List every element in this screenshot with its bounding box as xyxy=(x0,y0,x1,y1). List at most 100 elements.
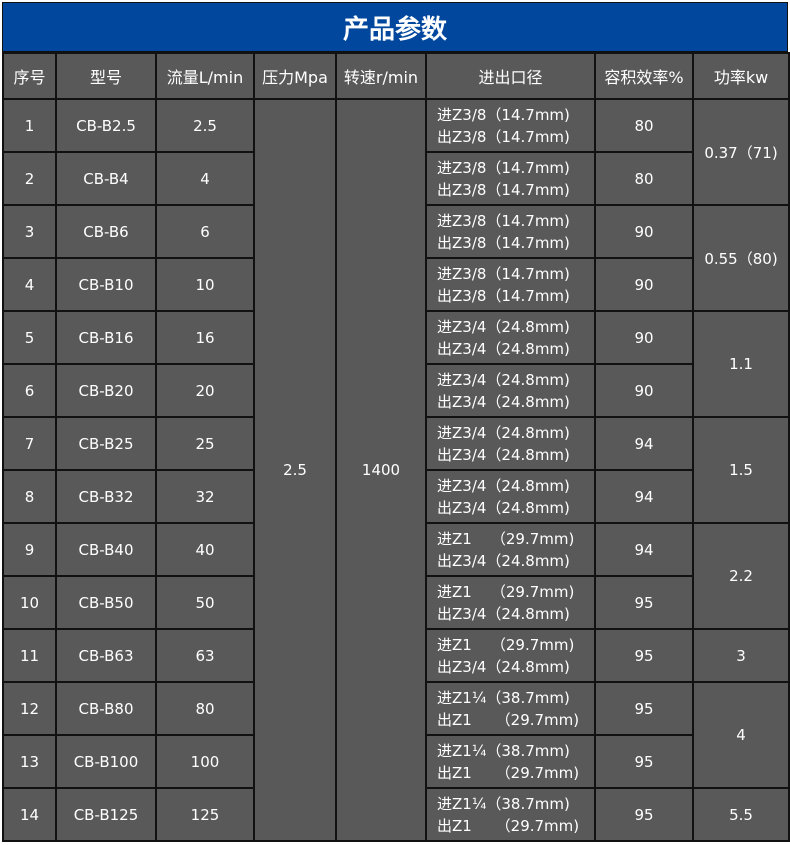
cell-no: 3 xyxy=(2,204,57,259)
cell-model: CB-B63 xyxy=(55,628,157,683)
table-row: 6 CB-B20 20 进Z3/4（24.8mm) 出Z3/4（24.8mm) 90 xyxy=(2,363,789,418)
cell-power: 1.1 xyxy=(692,310,790,418)
port-inlet: 进Z1 （29.7mm) xyxy=(437,529,575,548)
cell-port: 进Z3/8（14.7mm) 出Z3/8（14.7mm) xyxy=(425,151,596,206)
cell-flow: 6 xyxy=(155,204,255,259)
cell-efficiency: 95 xyxy=(594,734,694,789)
header-col-port: 进出口径 xyxy=(425,52,596,100)
port-outlet: 出Z3/4（24.8mm) xyxy=(437,498,570,517)
port-outlet: 出Z3/4（24.8mm) xyxy=(437,392,570,411)
cell-flow: 40 xyxy=(155,522,255,577)
cell-power: 1.5 xyxy=(692,416,790,524)
port-outlet: 出Z3/8（14.7mm) xyxy=(437,286,570,305)
cell-model: CB-B32 xyxy=(55,469,157,524)
cell-no: 11 xyxy=(2,628,57,683)
cell-power: 0.55（80) xyxy=(692,204,790,312)
cell-model: CB-B16 xyxy=(55,310,157,365)
header-col-model: 型号 xyxy=(55,52,157,100)
header-col-flow: 流量L/min xyxy=(155,52,255,100)
header-col-pressure: 压力Mpa xyxy=(253,52,337,100)
port-inlet: 进Z3/4（24.8mm) xyxy=(437,423,570,442)
cell-port: 进Z1¼（38.7mm) 出Z1 （29.7mm) xyxy=(425,787,596,842)
port-outlet: 出Z1 （29.7mm) xyxy=(437,710,580,729)
cell-port: 进Z1 （29.7mm) 出Z3/4（24.8mm) xyxy=(425,522,596,577)
cell-efficiency: 94 xyxy=(594,416,694,471)
cell-efficiency: 80 xyxy=(594,98,694,153)
port-outlet: 出Z3/4（24.8mm) xyxy=(437,604,570,623)
cell-model: CB-B100 xyxy=(55,734,157,789)
cell-model: CB-B40 xyxy=(55,522,157,577)
table-row: 9 CB-B40 40 进Z1 （29.7mm) 出Z3/4（24.8mm) 94 2.2 xyxy=(2,522,790,630)
cell-model: CB-B6 xyxy=(55,204,157,259)
cell-efficiency: 95 xyxy=(594,787,694,842)
port-inlet: 进Z1 （29.7mm) xyxy=(437,635,575,654)
header-col-power: 功率kw xyxy=(692,52,790,100)
table-row: 7 CB-B25 25 进Z3/4（24.8mm) 出Z3/4（24.8mm) 94 1.5 xyxy=(2,416,790,524)
table-row: 13 CB-B100 100 进Z1¼（38.7mm) 出Z1 （29.7mm) 95 xyxy=(2,734,789,789)
cell-model: CB-B125 xyxy=(55,787,157,842)
table-row: 14 CB-B125 125 进Z1¼（38.7mm) 出Z1 （29.7mm) 95 5.… xyxy=(2,787,790,842)
cell-no: 2 xyxy=(2,151,57,206)
port-inlet: 进Z3/8（14.7mm) xyxy=(437,158,570,177)
cell-port: 进Z1 （29.7mm) 出Z3/4（24.8mm) xyxy=(425,628,596,683)
cell-no: 13 xyxy=(2,734,57,789)
page-title: 产品参数 xyxy=(2,2,788,52)
cell-no: 1 xyxy=(2,98,57,153)
cell-model: CB-B20 xyxy=(55,363,157,418)
port-inlet: 进Z3/8（14.7mm) xyxy=(437,105,570,124)
table-row: 12 CB-B80 80 进Z1¼（38.7mm) 出Z1 （29.7mm) 95 4 xyxy=(2,681,790,789)
port-outlet: 出Z3/8（14.7mm) xyxy=(437,127,570,146)
cell-no: 14 xyxy=(2,787,57,842)
cell-port: 进Z3/8（14.7mm) 出Z3/8（14.7mm) xyxy=(425,204,596,259)
cell-no: 4 xyxy=(2,257,57,312)
port-outlet: 出Z3/4（24.8mm) xyxy=(437,657,570,676)
cell-port: 进Z3/4（24.8mm) 出Z3/4（24.8mm) xyxy=(425,469,596,524)
cell-port: 进Z1¼（38.7mm) 出Z1 （29.7mm) xyxy=(425,734,596,789)
table-row: 5 CB-B16 16 进Z3/4（24.8mm) 出Z3/4（24.8mm) 90 1.1 xyxy=(2,310,790,418)
cell-flow: 20 xyxy=(155,363,255,418)
port-inlet: 进Z1 （29.7mm) xyxy=(437,582,575,601)
port-inlet: 进Z1¼（38.7mm) xyxy=(437,741,570,760)
cell-efficiency: 94 xyxy=(594,469,694,524)
cell-speed: 1400 xyxy=(335,98,427,842)
table-row: 10 CB-B50 50 进Z1 （29.7mm) 出Z3/4（24.8mm) 95 xyxy=(2,575,789,630)
port-inlet: 进Z3/8（14.7mm) xyxy=(437,264,570,283)
table-row: 3 CB-B6 6 进Z3/8（14.7mm) 出Z3/8（14.7mm) 90 0.55（… xyxy=(2,204,790,312)
cell-port: 进Z3/4（24.8mm) 出Z3/4（24.8mm) xyxy=(425,310,596,365)
cell-efficiency: 90 xyxy=(594,363,694,418)
port-outlet: 出Z3/4（24.8mm) xyxy=(437,551,570,570)
cell-no: 6 xyxy=(2,363,57,418)
params-table: 序号 型号 流量L/min 压力Mpa 转速r/min 进出口径 容积效率% 功率kw 1 CB… xyxy=(2,52,790,842)
table-row: 4 CB-B10 10 进Z3/8（14.7mm) 出Z3/8（14.7mm) 90 xyxy=(2,257,789,312)
cell-efficiency: 94 xyxy=(594,522,694,577)
cell-port: 进Z3/4（24.8mm) 出Z3/4（24.8mm) xyxy=(425,416,596,471)
cell-model: CB-B10 xyxy=(55,257,157,312)
cell-flow: 32 xyxy=(155,469,255,524)
cell-no: 7 xyxy=(2,416,57,471)
port-inlet: 进Z1¼（38.7mm) xyxy=(437,688,570,707)
port-outlet: 出Z1 （29.7mm) xyxy=(437,763,580,782)
cell-flow: 2.5 xyxy=(155,98,255,153)
cell-model: CB-B50 xyxy=(55,575,157,630)
cell-flow: 16 xyxy=(155,310,255,365)
cell-flow: 50 xyxy=(155,575,255,630)
cell-power: 3 xyxy=(692,628,790,683)
cell-port: 进Z1 （29.7mm) 出Z3/4（24.8mm) xyxy=(425,575,596,630)
table-row: 11 CB-B63 63 进Z1 （29.7mm) 出Z3/4（24.8mm) 95 3 xyxy=(2,628,790,683)
cell-model: CB-B2.5 xyxy=(55,98,157,153)
cell-model: CB-B4 xyxy=(55,151,157,206)
port-outlet: 出Z3/4（24.8mm) xyxy=(437,339,570,358)
cell-port: 进Z3/4（24.8mm) 出Z3/4（24.8mm) xyxy=(425,363,596,418)
cell-model: CB-B25 xyxy=(55,416,157,471)
cell-flow: 80 xyxy=(155,681,255,736)
port-inlet: 进Z3/8（14.7mm) xyxy=(437,211,570,230)
header-col-no: 序号 xyxy=(2,52,57,100)
cell-efficiency: 95 xyxy=(594,575,694,630)
cell-flow: 4 xyxy=(155,151,255,206)
cell-no: 12 xyxy=(2,681,57,736)
port-outlet: 出Z1 （29.7mm) xyxy=(437,816,580,835)
cell-efficiency: 95 xyxy=(594,681,694,736)
cell-efficiency: 90 xyxy=(594,204,694,259)
header-col-efficiency: 容积效率% xyxy=(594,52,694,100)
